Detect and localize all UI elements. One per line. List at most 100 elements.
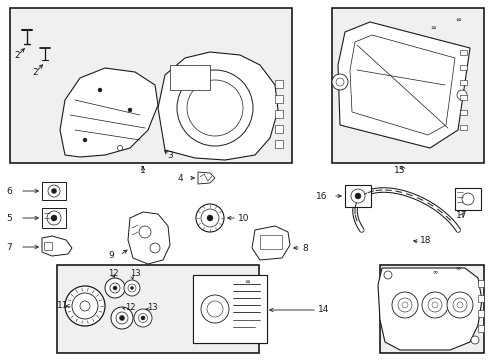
Circle shape [206, 215, 213, 221]
Circle shape [397, 298, 411, 312]
Text: 12: 12 [125, 303, 135, 312]
Bar [477, 325, 483, 332]
Circle shape [51, 215, 57, 221]
Text: ∞: ∞ [429, 25, 435, 31]
Bar [274, 110, 283, 118]
Bar [193, 275, 266, 343]
Text: ∞: ∞ [244, 279, 249, 285]
Circle shape [150, 243, 160, 253]
Bar [274, 95, 283, 103]
Text: 8: 8 [302, 243, 307, 252]
Bar [459, 65, 466, 70]
Circle shape [383, 271, 391, 279]
Circle shape [461, 193, 473, 205]
Polygon shape [337, 22, 469, 148]
Circle shape [354, 193, 360, 199]
Text: 2: 2 [14, 50, 20, 59]
Bar [57, 265, 259, 353]
Circle shape [331, 74, 347, 90]
Circle shape [48, 185, 60, 197]
Bar [459, 50, 466, 55]
Bar [459, 95, 466, 100]
Bar [331, 8, 483, 163]
Circle shape [138, 314, 147, 323]
Circle shape [134, 309, 152, 327]
Circle shape [119, 315, 124, 320]
Polygon shape [198, 172, 215, 184]
Bar [10, 8, 291, 163]
Text: 16: 16 [315, 192, 327, 201]
Bar [274, 125, 283, 133]
Circle shape [452, 298, 466, 312]
Circle shape [201, 209, 219, 227]
Text: 15: 15 [393, 166, 405, 175]
Circle shape [51, 189, 57, 194]
Polygon shape [42, 236, 72, 256]
Text: 9: 9 [108, 251, 114, 260]
Text: 1: 1 [140, 166, 145, 175]
Circle shape [421, 292, 447, 318]
Circle shape [113, 286, 117, 290]
Bar [454, 188, 480, 210]
Text: 4: 4 [178, 174, 183, 183]
Bar [274, 140, 283, 148]
Text: ∞: ∞ [431, 270, 436, 274]
Bar [42, 208, 66, 228]
Circle shape [80, 301, 90, 311]
Circle shape [110, 283, 120, 293]
Bar [345, 185, 370, 207]
Circle shape [456, 90, 466, 100]
Text: 7: 7 [6, 243, 12, 252]
Bar [193, 275, 266, 343]
Bar [477, 310, 483, 317]
Bar [274, 80, 283, 88]
Polygon shape [251, 226, 289, 260]
Circle shape [201, 295, 228, 323]
Text: 13: 13 [130, 270, 141, 279]
Circle shape [141, 316, 145, 320]
Circle shape [177, 70, 252, 146]
Text: 11: 11 [57, 302, 68, 310]
Text: ∞: ∞ [454, 266, 459, 270]
Text: 5: 5 [6, 213, 12, 222]
Circle shape [47, 211, 61, 225]
Circle shape [116, 312, 128, 324]
Circle shape [98, 88, 102, 92]
Polygon shape [60, 68, 158, 157]
Bar [379, 265, 483, 353]
Circle shape [111, 307, 133, 329]
Circle shape [117, 145, 122, 150]
Bar [260, 235, 282, 249]
Circle shape [431, 302, 437, 308]
Text: ∞: ∞ [454, 17, 460, 23]
Circle shape [72, 293, 98, 319]
Bar [170, 65, 209, 90]
Circle shape [335, 78, 343, 86]
Circle shape [130, 287, 133, 289]
Text: 10: 10 [238, 213, 249, 222]
Text: 18: 18 [419, 235, 430, 244]
Polygon shape [377, 268, 481, 350]
Circle shape [83, 138, 87, 142]
Circle shape [427, 298, 441, 312]
Circle shape [139, 226, 151, 238]
Polygon shape [158, 52, 278, 160]
Circle shape [206, 301, 223, 317]
Circle shape [65, 286, 105, 326]
Bar [459, 125, 466, 130]
Bar [44, 242, 52, 250]
Bar [477, 280, 483, 287]
Bar [459, 110, 466, 115]
Circle shape [128, 108, 132, 112]
Circle shape [446, 292, 472, 318]
Text: 6: 6 [6, 186, 12, 195]
Circle shape [128, 284, 136, 292]
Text: 13: 13 [147, 303, 157, 312]
Bar [459, 80, 466, 85]
Text: 2: 2 [32, 68, 38, 77]
Circle shape [196, 204, 224, 232]
Circle shape [401, 302, 407, 308]
Polygon shape [128, 212, 170, 264]
Circle shape [391, 292, 417, 318]
Text: 12: 12 [108, 270, 118, 279]
